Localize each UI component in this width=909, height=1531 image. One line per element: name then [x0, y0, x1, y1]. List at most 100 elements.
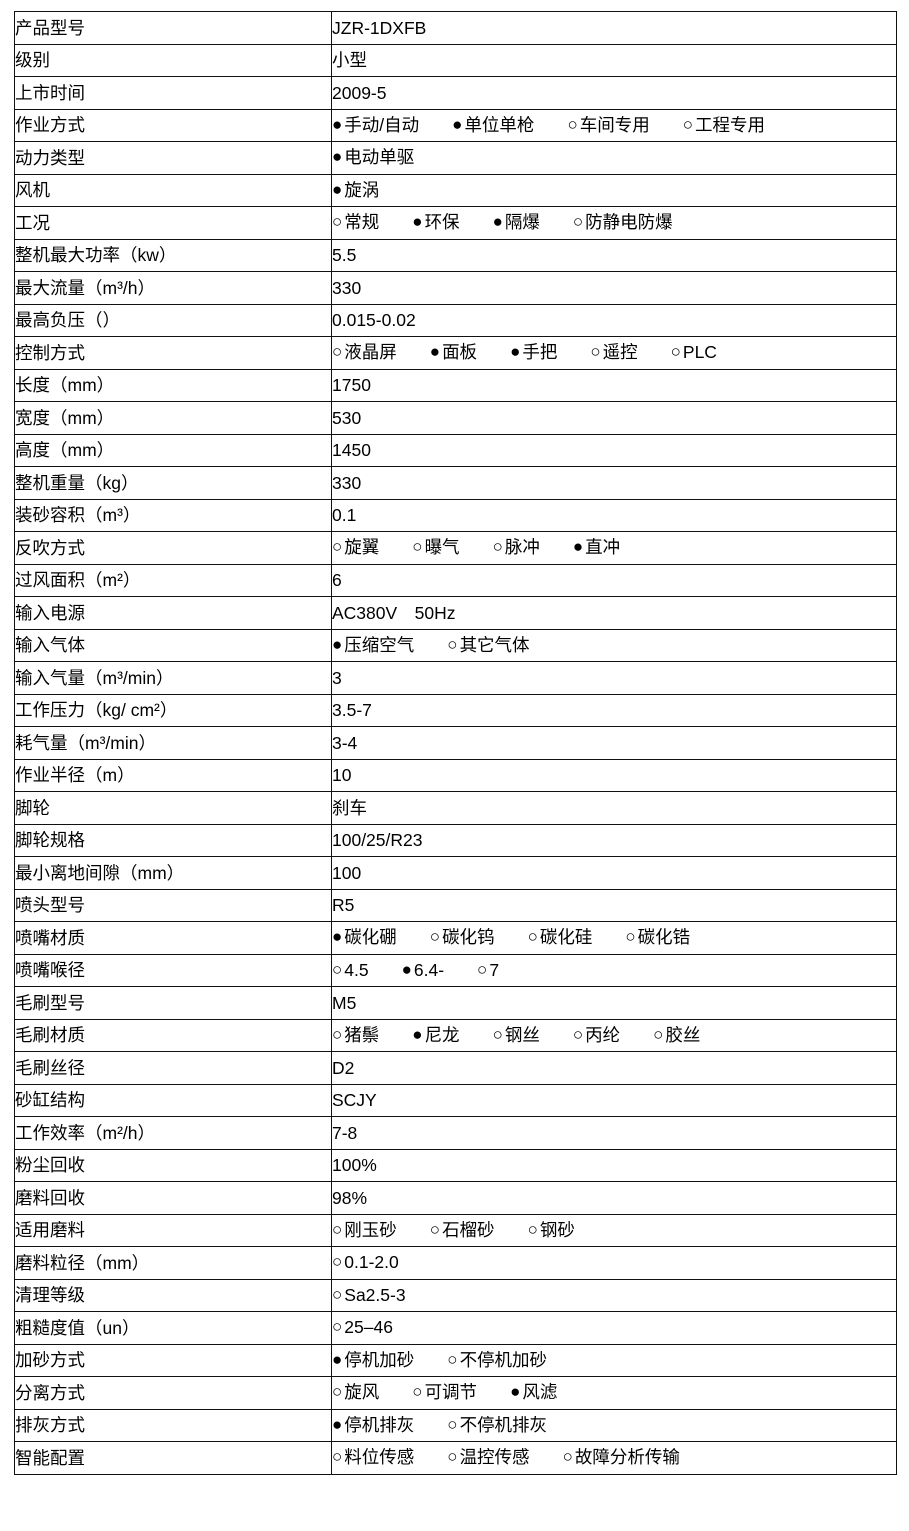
spec-label: 最高负压（）: [14, 303, 332, 337]
option-label: 旋翼: [344, 537, 380, 558]
radio-empty-icon: ○: [562, 1447, 573, 1467]
spec-row: 装砂容积（m³） 0.1: [14, 498, 897, 532]
spec-value: ● 停机排灰 ○ 不停机排灰: [331, 1408, 897, 1442]
radio-empty-icon: ○: [527, 1219, 538, 1239]
radio-filled-icon: ●: [510, 1382, 521, 1402]
radio-empty-icon: ○: [682, 114, 693, 134]
spec-value: 5.5: [331, 238, 897, 272]
spec-label: 工况: [14, 206, 332, 240]
spec-row: 排灰方式 ● 停机排灰 ○ 不停机排灰: [14, 1408, 897, 1442]
option-label: 刚玉砂: [344, 1219, 397, 1240]
radio-filled-icon: ●: [332, 179, 343, 199]
radio-filled-icon: ●: [332, 1349, 343, 1369]
spec-value: ○ 猪鬃 ● 尼龙 ○ 钢丝 ○ 丙纶 ○ 胶丝: [331, 1018, 897, 1052]
spec-label: 装砂容积（m³）: [14, 498, 332, 532]
spec-value: JZR-1DXFB: [331, 11, 897, 45]
radio-empty-icon: ○: [590, 342, 601, 362]
spec-label: 最小离地间隙（mm）: [14, 856, 332, 890]
spec-row: 输入气体 ● 压缩空气 ○ 其它气体: [14, 628, 897, 662]
radio-option-selected: ● 面板: [430, 342, 477, 363]
radio-option-unselected: ○ 脉冲: [493, 537, 540, 558]
spec-label: 脚轮: [14, 791, 332, 825]
radio-filled-icon: ●: [412, 1024, 423, 1044]
spec-row: 粗糙度值（un） ○ 25–46: [14, 1311, 897, 1345]
radio-option-unselected: ○ 丙纶: [573, 1025, 620, 1046]
radio-option-selected: ● 隔爆: [493, 212, 540, 233]
spec-label: 作业方式: [14, 108, 332, 142]
spec-value: ○ 旋风 ○ 可调节 ● 风滤: [331, 1376, 897, 1410]
spec-value: D2: [331, 1051, 897, 1085]
spec-row: 分离方式 ○ 旋风 ○ 可调节 ● 风滤: [14, 1376, 897, 1410]
spec-value: 330: [331, 466, 897, 500]
spec-row: 清理等级 ○ Sa2.5-3: [14, 1278, 897, 1312]
radio-empty-icon: ○: [332, 959, 343, 979]
radio-empty-icon: ○: [567, 114, 578, 134]
radio-filled-icon: ●: [510, 342, 521, 362]
radio-option-unselected: ○ 液晶屏: [332, 342, 397, 363]
spec-label: 长度（mm）: [14, 368, 332, 402]
option-label: 故障分析传输: [574, 1447, 680, 1468]
option-label: 丙纶: [585, 1024, 621, 1045]
spec-value: ○ 常规 ● 环保 ● 隔爆 ○ 防静电防爆: [331, 206, 897, 240]
radio-empty-icon: ○: [332, 1219, 343, 1239]
spec-row: 输入气量（m³/min） 3: [14, 661, 897, 695]
spec-row: 上市时间 2009-5: [14, 76, 897, 110]
spec-value: 2009-5: [331, 76, 897, 110]
radio-option-selected: ● 停机排灰: [333, 1414, 415, 1436]
spec-row: 工况 ○ 常规 ● 环保 ● 隔爆 ○ 防静电防爆: [14, 206, 897, 240]
spec-row: 毛刷丝径 D2: [14, 1051, 897, 1085]
option-label: 隔爆: [504, 212, 540, 233]
radio-option-unselected: ○ 0.1-2.0: [333, 1252, 399, 1273]
spec-row: 脚轮 刹车: [14, 791, 897, 825]
option-label: 其它气体: [459, 634, 530, 655]
radio-option-selected: ● 电动单驱: [333, 147, 415, 168]
spec-value: 10: [331, 758, 897, 792]
spec-value: M5: [331, 986, 897, 1020]
option-label: 旋风: [344, 1382, 380, 1403]
spec-row: 工作压力（kg/ cm²） 3.5-7: [14, 693, 897, 727]
spec-label: 控制方式: [14, 336, 332, 370]
option-label: 碳化硅: [539, 927, 593, 948]
radio-option-selected: ● 直冲: [573, 537, 620, 558]
radio-filled-icon: ●: [332, 634, 343, 654]
radio-option-unselected: ○ 防静电防爆: [573, 212, 673, 233]
radio-empty-icon: ○: [572, 1024, 584, 1044]
spec-value: ○ 4.5 ● 6.4- ○ 7: [331, 953, 897, 987]
spec-label: 适用磨料: [14, 1213, 332, 1247]
option-label: 常规: [344, 212, 380, 233]
radio-empty-icon: ○: [653, 1024, 664, 1044]
spec-label: 毛刷型号: [14, 986, 332, 1020]
spec-row: 长度（mm） 1750: [14, 368, 897, 402]
option-label: 停机排灰: [344, 1414, 415, 1435]
spec-value: 100/25/R23: [331, 823, 897, 857]
spec-label: 排灰方式: [14, 1408, 332, 1442]
radio-empty-icon: ○: [332, 342, 343, 362]
spec-label: 毛刷材质: [14, 1018, 332, 1052]
spec-value: 3: [331, 661, 897, 695]
radio-option-unselected: ○ 不停机加砂: [447, 1350, 547, 1371]
spec-value: R5: [331, 888, 897, 922]
radio-filled-icon: ●: [572, 537, 584, 557]
option-label: 25–46: [344, 1317, 393, 1338]
option-label: 脉冲: [504, 537, 540, 558]
radio-option-selected: ● 6.4-: [402, 960, 444, 981]
spec-row: 作业方式 ● 手动/自动 ● 单位单枪 ○ 车间专用 ○ 工程专用: [14, 108, 897, 142]
spec-value: 3.5-7: [331, 693, 897, 727]
spec-row: 喷头型号 R5: [14, 888, 897, 922]
option-label: 钢砂: [539, 1219, 575, 1240]
option-label: 环保: [424, 212, 460, 233]
radio-empty-icon: ○: [429, 1219, 441, 1239]
radio-option-unselected: ○ 常规: [333, 212, 380, 233]
spec-label: 风机: [14, 173, 332, 207]
radio-option-unselected: ○ 钢丝: [493, 1025, 540, 1046]
spec-value: 0.015-0.02: [331, 303, 897, 337]
spec-value: 0.1: [331, 498, 897, 532]
radio-option-unselected: ○ 碳化硅: [528, 927, 593, 948]
spec-value: 刹车: [331, 791, 897, 825]
option-label: 石榴砂: [442, 1219, 495, 1240]
spec-label: 砂缸结构: [14, 1083, 332, 1117]
spec-label: 作业半径（m）: [14, 758, 332, 792]
radio-empty-icon: ○: [447, 1349, 458, 1369]
radio-option-unselected: ○ 故障分析传输: [563, 1447, 680, 1468]
spec-row: 风机 ● 旋涡: [14, 173, 897, 207]
